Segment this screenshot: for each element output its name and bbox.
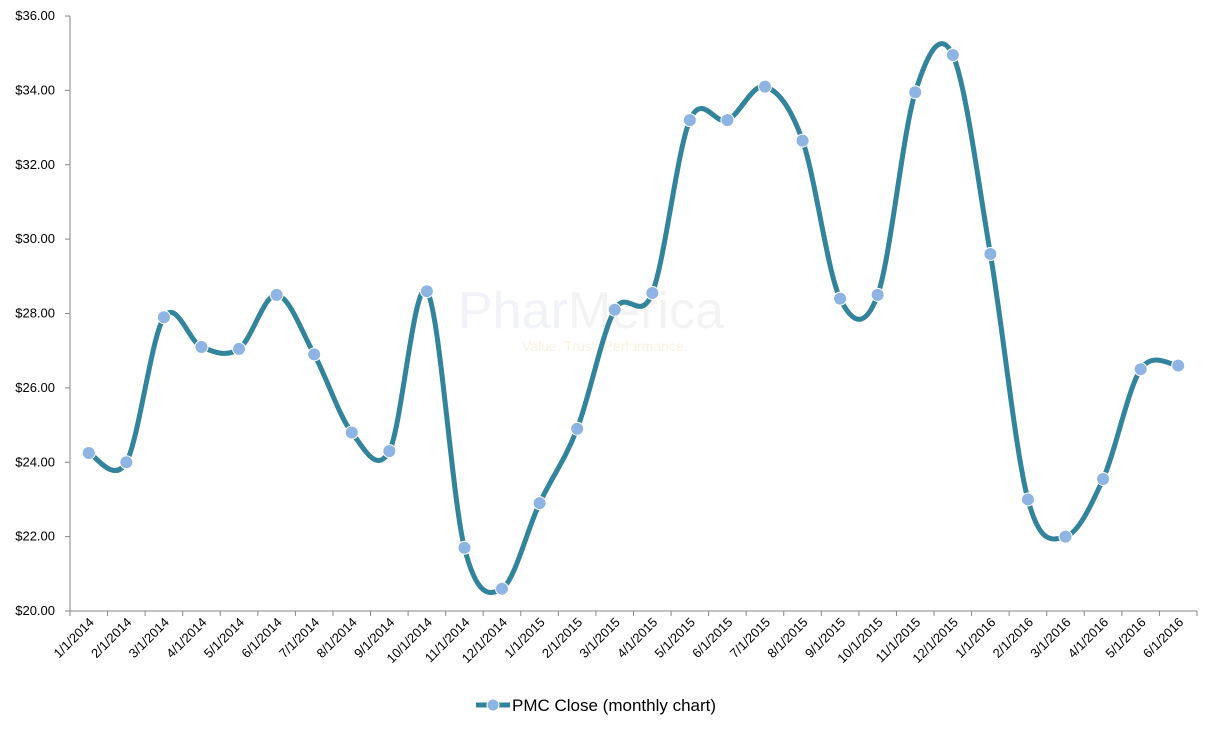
y-tick-label: $28.00	[15, 306, 55, 321]
data-point	[532, 496, 547, 511]
data-point	[795, 133, 810, 148]
y-tick-label: $26.00	[15, 380, 55, 395]
data-point	[307, 347, 322, 362]
data-point	[419, 284, 434, 299]
x-tick-label: 6/1/2015	[689, 615, 735, 661]
legend: PMC Close (monthly chart)	[476, 696, 716, 715]
data-point	[870, 287, 885, 302]
x-tick-label: 6/1/2016	[1140, 615, 1186, 661]
data-point	[495, 581, 510, 596]
data-point	[344, 425, 359, 440]
data-point	[908, 85, 923, 100]
legend-label: PMC Close (monthly chart)	[512, 696, 716, 715]
data-point	[1133, 362, 1148, 377]
x-tick-label: 2/1/2015	[539, 615, 585, 661]
watermark-tagline: Value. Trust. Performance.	[522, 338, 687, 354]
data-point	[1058, 529, 1073, 544]
data-point	[1096, 471, 1111, 486]
x-tick-label: 1/1/2014	[51, 615, 97, 661]
series-pmc-close	[81, 41, 1186, 596]
y-tick-label: $22.00	[15, 529, 55, 544]
data-point	[156, 310, 171, 325]
data-point	[119, 455, 134, 470]
x-tick-label: 1/1/2016	[952, 615, 998, 661]
x-tick-label: 3/1/2015	[576, 615, 622, 661]
pharmerica-watermark: PharMerica Value. Trust. Performance.	[458, 282, 724, 354]
x-tick-label: 4/1/2015	[614, 615, 660, 661]
data-point	[570, 421, 585, 436]
data-point	[983, 247, 998, 261]
x-tick-label: 8/1/2015	[764, 615, 810, 661]
data-point	[194, 339, 209, 354]
legend-marker-swatch	[486, 698, 500, 712]
data-point	[607, 302, 622, 317]
data-point	[269, 287, 284, 302]
x-tick-label: 6/1/2014	[238, 615, 284, 661]
data-point	[1020, 492, 1035, 507]
x-tick-label: 2/1/2014	[88, 615, 134, 661]
x-tick-label: 5/1/2014	[201, 615, 247, 661]
x-tick-label: 5/1/2016	[1102, 615, 1148, 661]
data-point	[1171, 358, 1186, 373]
data-point	[720, 113, 735, 128]
x-tick-label: 4/1/2016	[1065, 615, 1111, 661]
y-axis-ticks: $20.00 $22.00 $24.00 $26.00 $28.00 $30.00 $32.…	[15, 8, 70, 618]
data-point	[945, 48, 960, 63]
x-tick-label: 2/1/2016	[990, 615, 1036, 661]
data-point	[833, 291, 848, 306]
data-point	[382, 444, 397, 459]
y-tick-label: $30.00	[15, 231, 55, 246]
x-tick-label: 1/1/2015	[501, 615, 547, 661]
data-point	[645, 286, 660, 301]
watermark-brand-part1: Phar	[458, 282, 568, 340]
x-tick-label: 5/1/2015	[652, 615, 698, 661]
y-tick-label: $34.00	[15, 82, 55, 97]
x-tick-label: 7/1/2015	[727, 615, 773, 661]
y-tick-label: $24.00	[15, 454, 55, 469]
y-tick-label: $32.00	[15, 157, 55, 172]
y-tick-label: $36.00	[15, 8, 55, 23]
svg-text:PharMerica: PharMerica	[458, 282, 724, 340]
x-tick-label: 8/1/2014	[313, 615, 359, 661]
x-tick-label: 4/1/2014	[163, 615, 209, 661]
x-tick-label: 7/1/2014	[276, 615, 322, 661]
x-tick-label: 3/1/2014	[126, 615, 172, 661]
data-point	[232, 341, 247, 356]
y-tick-label: $20.00	[15, 603, 55, 618]
data-point	[81, 445, 96, 460]
data-point	[457, 540, 472, 555]
data-point	[757, 79, 772, 94]
data-point	[682, 113, 697, 128]
x-axis-ticks: 1/1/20142/1/20143/1/20144/1/20145/1/2014…	[51, 611, 1198, 666]
x-tick-label: 3/1/2016	[1027, 615, 1073, 661]
